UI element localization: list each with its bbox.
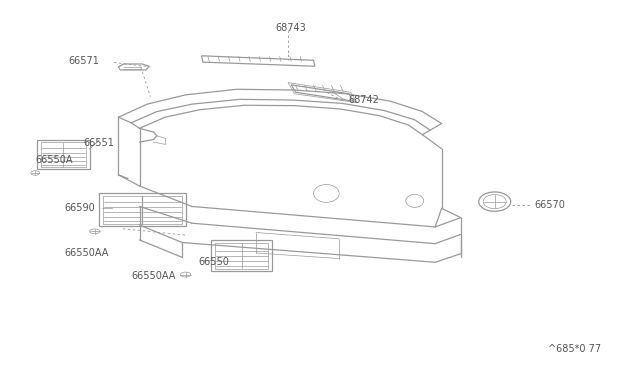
Text: 68742: 68742: [349, 96, 380, 105]
Text: 66550AA: 66550AA: [131, 271, 175, 281]
Text: ^685*0 77: ^685*0 77: [548, 344, 602, 354]
Text: 66590: 66590: [64, 203, 95, 213]
Text: 66551: 66551: [83, 138, 114, 148]
Text: 66550: 66550: [198, 257, 229, 267]
Text: 66571: 66571: [68, 57, 99, 66]
Text: 68743: 68743: [276, 23, 307, 33]
Text: 66550AA: 66550AA: [64, 248, 108, 258]
Text: 66550A: 66550A: [35, 155, 73, 165]
Text: 66570: 66570: [534, 200, 565, 209]
